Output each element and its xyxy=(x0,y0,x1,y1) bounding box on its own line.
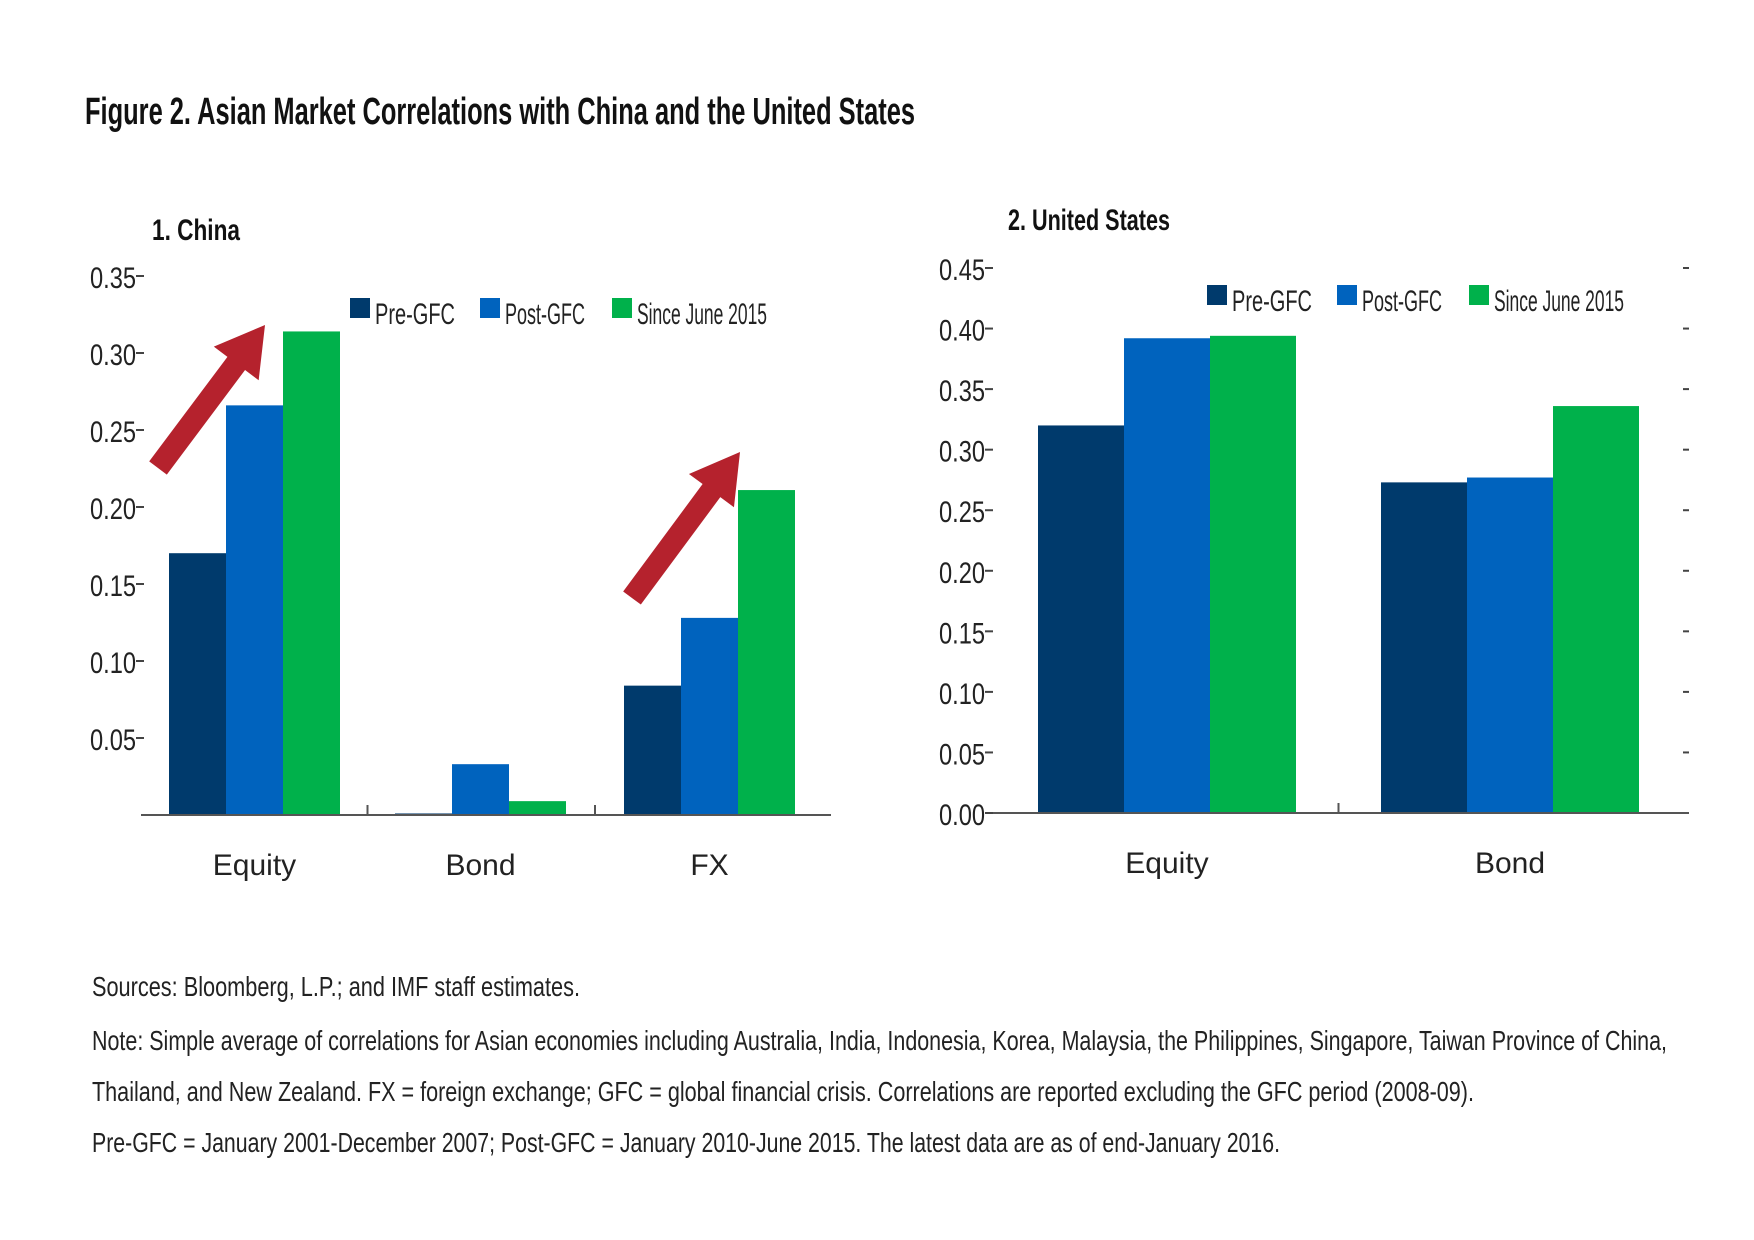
y-tick-label: 0.20 xyxy=(90,493,136,526)
legend-swatch xyxy=(1469,285,1489,305)
legend-label: Pre-GFC xyxy=(375,298,455,331)
legend-swatch xyxy=(480,298,500,318)
bar-fx-post-gfc xyxy=(681,617,738,815)
note-line-1: Note: Simple average of correlations for… xyxy=(92,1025,1667,1056)
y-tick-label: 0.10 xyxy=(90,647,136,680)
x-category-label: FX xyxy=(690,849,728,882)
bar-bond-pre-gfc xyxy=(1381,482,1467,813)
y-tick-label: 0.35 xyxy=(90,262,136,295)
legend-label: Since June 2015 xyxy=(1494,285,1624,318)
y-tick-label: 0.35 xyxy=(939,375,985,408)
y-tick-label: 0.15 xyxy=(90,570,136,603)
bar-equity-post-gfc xyxy=(226,405,283,815)
us-panel: 2. United States 0.00 0.05 0.10 0.15 0.20 0.25… xyxy=(939,204,1689,880)
y-tick-label: 0.25 xyxy=(939,496,985,529)
bar-equity-post-gfc xyxy=(1124,338,1210,813)
note-line-3: Pre-GFC = January 2001-December 2007; Po… xyxy=(92,1127,1280,1158)
bar-bond-since-june-2015 xyxy=(1553,406,1639,813)
bar-bond-since-june-2015 xyxy=(509,801,566,815)
y-tick-label: 0.00 xyxy=(939,799,985,832)
x-category-label: Bond xyxy=(445,849,515,882)
bar-equity-pre-gfc xyxy=(169,553,226,815)
figure-title: Figure 2. Asian Market Correlations with… xyxy=(85,91,915,133)
legend-swatch xyxy=(1207,285,1227,305)
x-category-label: Equity xyxy=(1125,847,1208,880)
bar-fx-since-june-2015 xyxy=(738,490,795,815)
up-arrow-icon xyxy=(623,452,740,605)
legend-swatch xyxy=(612,298,632,318)
y-tick-label: 0.30 xyxy=(939,436,985,469)
y-tick-label: 0.05 xyxy=(939,738,985,771)
y-tick-label: 0.40 xyxy=(939,315,985,348)
legend-label: Post-GFC xyxy=(1362,285,1442,318)
bar-equity-pre-gfc xyxy=(1038,425,1124,813)
y-tick-label: 0.15 xyxy=(939,617,985,650)
y-tick-label: 0.05 xyxy=(90,724,136,757)
legend-swatch xyxy=(350,298,370,318)
bar-equity-since-june-2015 xyxy=(1210,335,1296,813)
bar-bond-post-gfc xyxy=(452,764,509,815)
panel-title: 2. United States xyxy=(1008,204,1170,237)
china-panel: 1. China 0.05 0.10 0.15 0.20 0.25 0.30 0.35 Pre-… xyxy=(90,214,831,882)
panel-title: 1. China xyxy=(152,214,240,247)
bar-fx-pre-gfc xyxy=(624,685,681,815)
up-arrow-icon xyxy=(149,325,265,475)
y-tick-label: 0.25 xyxy=(90,416,136,449)
bar-equity-since-june-2015 xyxy=(283,331,340,815)
sources-text: Sources: Bloomberg, L.P.; and IMF staff … xyxy=(92,971,580,1002)
y-tick-label: 0.20 xyxy=(939,557,985,590)
y-tick-label: 0.30 xyxy=(90,339,136,372)
bar-bond-post-gfc xyxy=(1467,477,1553,813)
legend-label: Post-GFC xyxy=(505,298,585,331)
legend-label: Since June 2015 xyxy=(637,298,767,331)
x-category-label: Equity xyxy=(213,849,296,882)
y-tick-label: 0.45 xyxy=(939,254,985,287)
legend-swatch xyxy=(1337,285,1357,305)
note-line-2: Thailand, and New Zealand. FX = foreign … xyxy=(92,1076,1474,1107)
x-category-label: Bond xyxy=(1475,847,1545,880)
legend-label: Pre-GFC xyxy=(1232,285,1312,318)
y-tick-label: 0.10 xyxy=(939,678,985,711)
